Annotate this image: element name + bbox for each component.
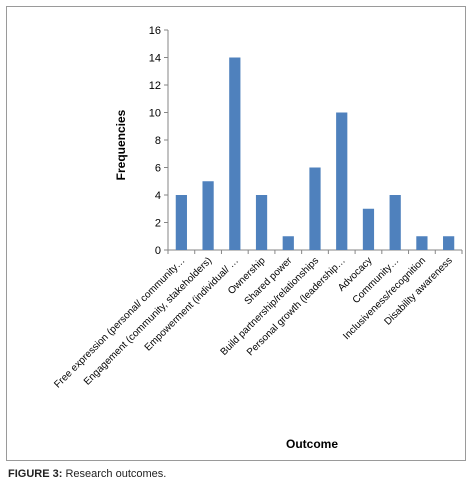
bar bbox=[389, 195, 401, 250]
bar bbox=[416, 236, 428, 250]
x-axis-ticks: Free expression (personal/ community…Eng… bbox=[52, 250, 463, 390]
y-tick-label: 6 bbox=[155, 163, 161, 175]
caption-label: FIGURE 3: bbox=[8, 468, 63, 480]
bar bbox=[202, 181, 214, 250]
bar bbox=[336, 112, 348, 250]
y-tick-label: 4 bbox=[155, 190, 161, 202]
x-tick-label: Engagement (community, stakeholders) bbox=[82, 255, 214, 387]
x-tick-label: Personal growth (leadership… bbox=[245, 255, 348, 358]
x-axis-label: Outcome bbox=[286, 437, 338, 451]
figure-caption: FIGURE 3: Research outcomes. bbox=[8, 468, 166, 480]
bar bbox=[229, 57, 241, 250]
bar bbox=[255, 195, 268, 250]
y-axis-ticks: 0 2 4 6 8 10 12 14 16 bbox=[149, 25, 168, 257]
y-tick-label: 16 bbox=[149, 25, 161, 37]
y-axis-label: Frequencies bbox=[114, 109, 128, 180]
bar bbox=[362, 208, 375, 250]
bar bbox=[443, 236, 455, 250]
y-tick-label: 14 bbox=[149, 53, 161, 65]
bar-chart: 0 2 4 6 8 10 12 14 16 Free expression (personal/… bbox=[52, 25, 463, 451]
bars bbox=[175, 57, 455, 250]
y-tick-label: 12 bbox=[149, 80, 161, 92]
caption-text: Research outcomes. bbox=[62, 468, 167, 480]
bar bbox=[175, 195, 187, 250]
bar bbox=[309, 167, 321, 250]
y-tick-label: 2 bbox=[155, 218, 161, 230]
y-tick-label: 10 bbox=[149, 108, 161, 120]
y-tick-label: 0 bbox=[155, 245, 161, 257]
bar bbox=[282, 236, 294, 250]
y-tick-label: 8 bbox=[155, 135, 161, 147]
chart-frame: 0 2 4 6 8 10 12 14 16 Free expression (personal/… bbox=[6, 6, 466, 461]
